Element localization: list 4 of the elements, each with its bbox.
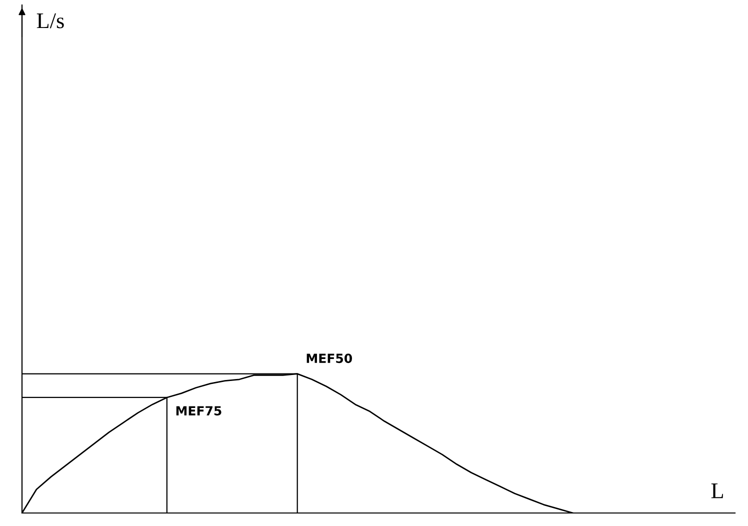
text: L/s	[36, 13, 64, 28]
ref-line-label: MEF75	[176, 406, 222, 416]
text: L	[711, 484, 723, 498]
ref-line-label: MEF50	[306, 354, 352, 364]
